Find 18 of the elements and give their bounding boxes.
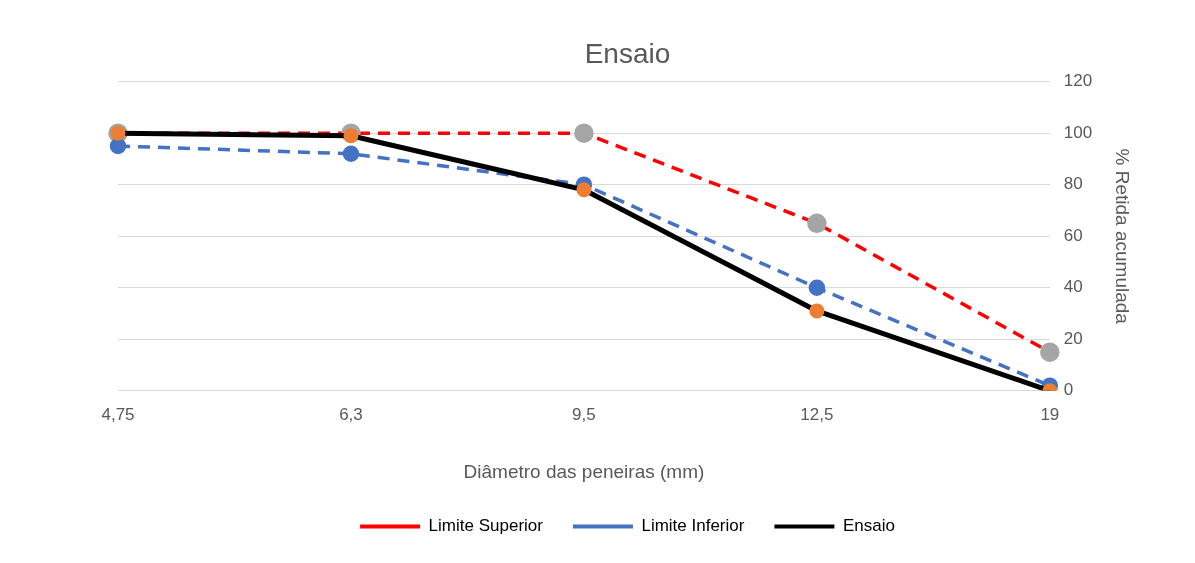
x-axis-title: Diâmetro das peneiras (mm) xyxy=(463,460,705,482)
y-tick-label: 0 xyxy=(1063,380,1074,400)
x-tick-label: 6,3 xyxy=(339,404,363,424)
y-axis-title: % Retida acumulada xyxy=(1112,148,1134,325)
legend-label: Limite Superior xyxy=(428,516,544,536)
chart-title: Ensaio xyxy=(584,37,671,69)
y-tick-label: 40 xyxy=(1063,277,1083,297)
legend-label: Ensaio xyxy=(842,516,895,536)
y-tick-label: 20 xyxy=(1063,328,1083,348)
legend-label: Limite Inferior xyxy=(641,516,745,536)
y-tick-label: 120 xyxy=(1063,71,1093,91)
y-tick-label: 60 xyxy=(1063,225,1083,245)
y-tick-label: 100 xyxy=(1063,122,1093,142)
x-tick-label: 12,5 xyxy=(800,404,834,424)
y-tick-label: 80 xyxy=(1063,174,1083,194)
x-tick-label: 4,75 xyxy=(101,404,135,424)
x-tick-label: 9,5 xyxy=(572,404,596,424)
x-tick-label: 19 xyxy=(1040,404,1060,424)
